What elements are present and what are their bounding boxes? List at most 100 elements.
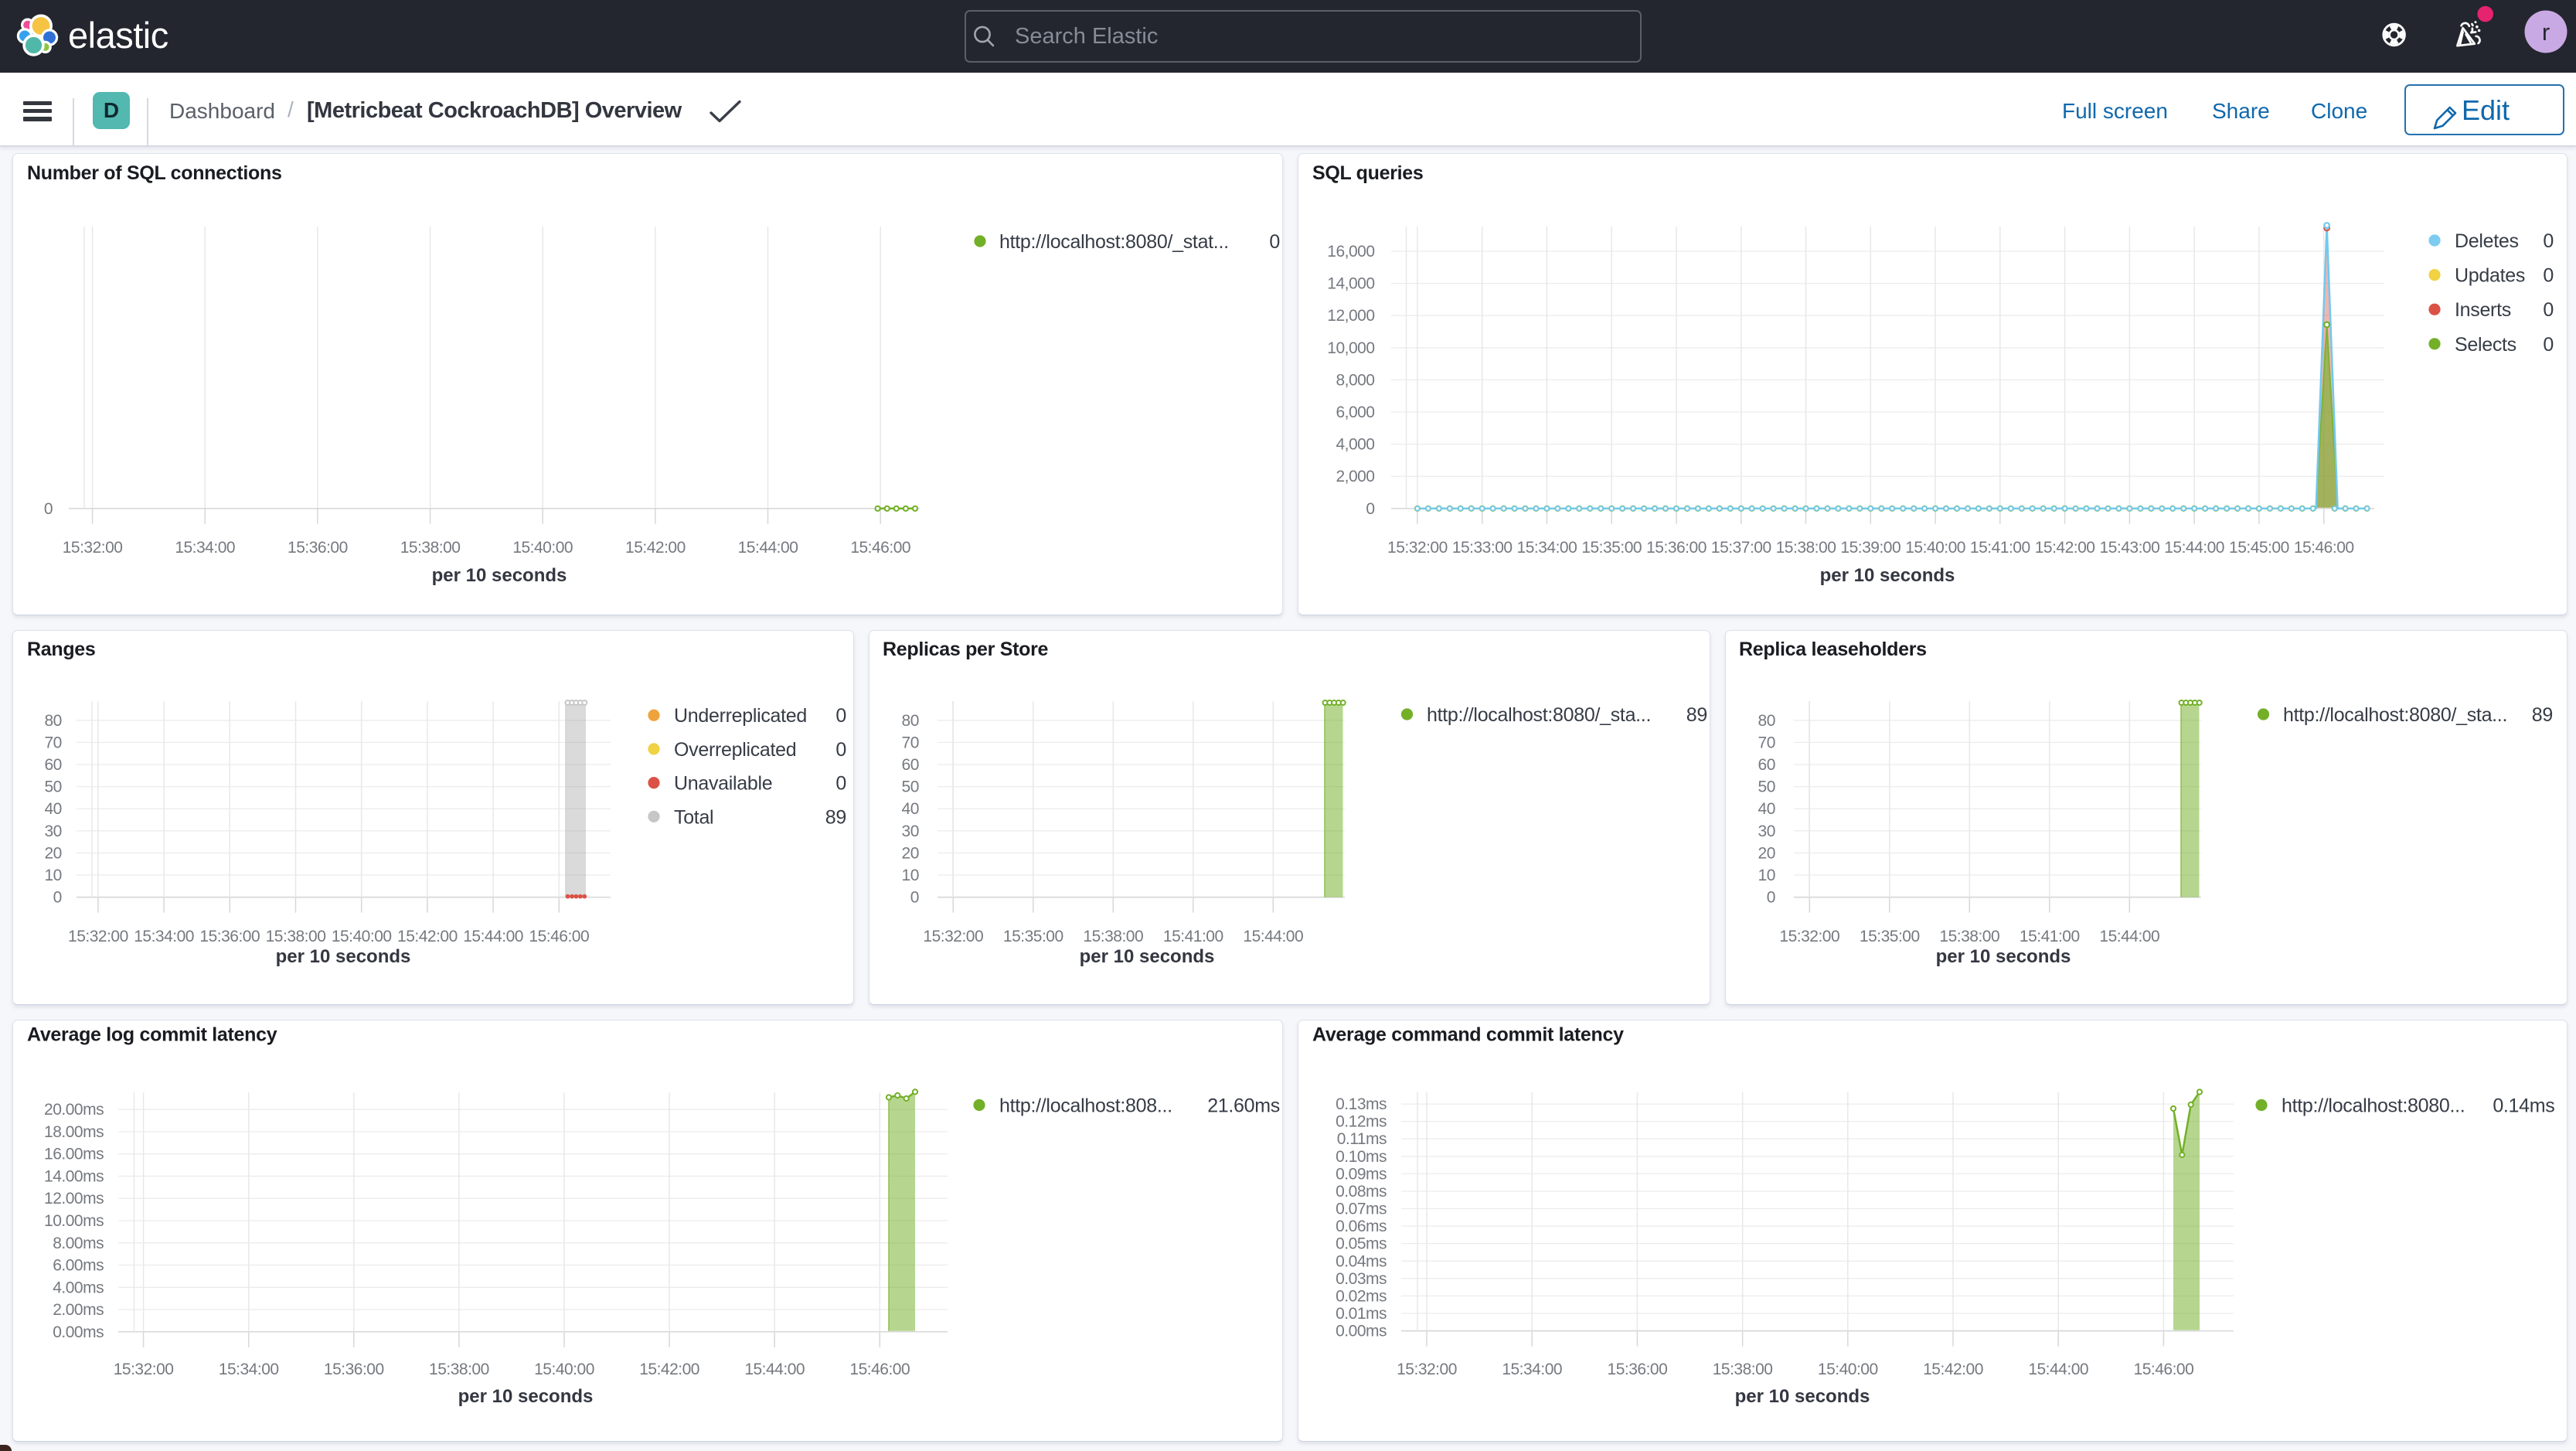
svg-text:50: 50 (44, 778, 61, 796)
svg-text:30: 30 (902, 823, 919, 840)
svg-text:15:40:00: 15:40:00 (1905, 539, 1965, 557)
svg-text:15:41:00: 15:41:00 (1163, 928, 1223, 945)
svg-text:15:36:00: 15:36:00 (1608, 1361, 1668, 1378)
svg-text:15:36:00: 15:36:00 (1646, 539, 1707, 557)
svg-text:http://localhost:8080/_sta...: http://localhost:8080/_sta... (1427, 704, 1651, 726)
svg-text:20: 20 (902, 844, 919, 862)
svg-text:89: 89 (1686, 704, 1707, 726)
svg-text:70: 70 (902, 734, 919, 751)
svg-text:per 10 seconds: per 10 seconds (432, 565, 567, 586)
svg-text:15:44:00: 15:44:00 (1243, 928, 1303, 945)
svg-text:Underreplicated: Underreplicated (674, 705, 807, 727)
svg-text:30: 30 (1758, 823, 1775, 840)
svg-text:15:46:00: 15:46:00 (529, 928, 589, 945)
svg-text:15:36:00: 15:36:00 (324, 1361, 384, 1378)
svg-text:Overreplicated: Overreplicated (674, 739, 796, 761)
svg-text:15:38:00: 15:38:00 (429, 1361, 489, 1378)
svg-text:SQL queries: SQL queries (1312, 162, 1424, 184)
svg-text:6.00ms: 6.00ms (53, 1257, 104, 1275)
svg-text:Average command commit latency: Average command commit latency (1312, 1024, 1624, 1046)
svg-text:15:40:00: 15:40:00 (534, 1361, 594, 1378)
svg-text:8.00ms: 8.00ms (53, 1235, 104, 1252)
svg-text:15:32:00: 15:32:00 (114, 1361, 174, 1378)
svg-text:http://localhost:8080...: http://localhost:8080... (2282, 1095, 2465, 1117)
svg-text:15:34:00: 15:34:00 (134, 928, 194, 945)
svg-text:Deletes: Deletes (2455, 230, 2519, 252)
svg-text:http://localhost:8080/_stat...: http://localhost:8080/_stat... (999, 231, 1229, 253)
svg-text:15:38:00: 15:38:00 (400, 539, 461, 557)
svg-text:15:34:00: 15:34:00 (1502, 1361, 1562, 1378)
svg-text:Total: Total (674, 806, 713, 828)
svg-text:10: 10 (1758, 867, 1775, 884)
svg-text:14,000: 14,000 (1327, 275, 1374, 293)
svg-text:10.00ms: 10.00ms (44, 1212, 104, 1230)
svg-text:20: 20 (44, 844, 61, 862)
svg-text:15:34:00: 15:34:00 (175, 539, 235, 557)
svg-text:0.07ms: 0.07ms (1336, 1201, 1387, 1218)
svg-text:15:46:00: 15:46:00 (850, 539, 910, 557)
svg-text:0: 0 (2543, 299, 2554, 321)
svg-text:15:32:00: 15:32:00 (1779, 928, 1839, 945)
svg-text:0: 0 (2543, 230, 2554, 252)
svg-text:15:38:00: 15:38:00 (1083, 928, 1143, 945)
svg-text:60: 60 (44, 756, 61, 774)
svg-text:15:40:00: 15:40:00 (1818, 1361, 1878, 1378)
svg-text:2.00ms: 2.00ms (53, 1301, 104, 1319)
svg-text:50: 50 (902, 778, 919, 796)
svg-text:40: 40 (44, 800, 61, 818)
svg-text:0.00ms: 0.00ms (53, 1323, 104, 1341)
svg-text:0: 0 (1767, 889, 1775, 907)
svg-text:http://localhost:808...: http://localhost:808... (999, 1095, 1172, 1117)
svg-text:4.00ms: 4.00ms (53, 1279, 104, 1296)
svg-text:0: 0 (835, 773, 846, 795)
svg-text:15:44:00: 15:44:00 (2028, 1361, 2088, 1378)
svg-text:0.14ms: 0.14ms (2493, 1095, 2554, 1117)
svg-text:15:44:00: 15:44:00 (463, 928, 523, 945)
svg-text:21.60ms: 21.60ms (1207, 1095, 1280, 1117)
svg-text:Ranges: Ranges (27, 639, 96, 660)
svg-text:15:34:00: 15:34:00 (1517, 539, 1577, 557)
svg-text:15:32:00: 15:32:00 (1387, 539, 1448, 557)
svg-text:15:38:00: 15:38:00 (1776, 539, 1836, 557)
svg-text:15:38:00: 15:38:00 (1713, 1361, 1773, 1378)
svg-text:15:44:00: 15:44:00 (2099, 928, 2159, 945)
svg-text:http://localhost:8080/_sta...: http://localhost:8080/_sta... (2283, 704, 2507, 726)
svg-text:15:33:00: 15:33:00 (1452, 539, 1513, 557)
svg-text:per 10 seconds: per 10 seconds (276, 946, 411, 967)
svg-text:10: 10 (44, 867, 61, 884)
svg-text:0: 0 (910, 889, 919, 907)
svg-text:Unavailable: Unavailable (674, 773, 772, 795)
svg-text:8,000: 8,000 (1336, 371, 1374, 389)
svg-text:0.11ms: 0.11ms (1337, 1130, 1387, 1148)
svg-text:per 10 seconds: per 10 seconds (1936, 946, 2071, 967)
svg-text:40: 40 (902, 800, 919, 818)
svg-text:80: 80 (44, 712, 61, 730)
svg-text:10: 10 (902, 867, 919, 884)
svg-text:16.00ms: 16.00ms (44, 1146, 104, 1163)
svg-text:per 10 seconds: per 10 seconds (458, 1386, 594, 1407)
svg-text:70: 70 (1758, 734, 1775, 751)
svg-text:15:35:00: 15:35:00 (1860, 928, 1920, 945)
svg-text:15:40:00: 15:40:00 (512, 539, 573, 557)
svg-text:0.13ms: 0.13ms (1336, 1095, 1387, 1113)
svg-text:6,000: 6,000 (1336, 404, 1374, 421)
svg-text:15:45:00: 15:45:00 (2229, 539, 2289, 557)
svg-text:40: 40 (1758, 800, 1775, 818)
svg-text:0.04ms: 0.04ms (1336, 1252, 1387, 1270)
svg-text:0.05ms: 0.05ms (1336, 1235, 1387, 1253)
svg-text:15:46:00: 15:46:00 (849, 1361, 910, 1378)
svg-text:per 10 seconds: per 10 seconds (1820, 565, 1955, 586)
svg-text:0: 0 (835, 705, 846, 727)
svg-text:r: r (2542, 19, 2550, 46)
svg-text:80: 80 (902, 712, 919, 730)
svg-text:Inserts: Inserts (2455, 299, 2511, 321)
svg-text:15:38:00: 15:38:00 (1939, 928, 1999, 945)
svg-text:80: 80 (1758, 712, 1775, 730)
svg-text:15:32:00: 15:32:00 (923, 928, 983, 945)
svg-text:15:39:00: 15:39:00 (1840, 539, 1901, 557)
svg-text:0: 0 (1269, 231, 1280, 253)
svg-text:0: 0 (53, 889, 62, 907)
svg-text:15:38:00: 15:38:00 (266, 928, 326, 945)
svg-text:15:35:00: 15:35:00 (1581, 539, 1642, 557)
svg-text:15:42:00: 15:42:00 (1923, 1361, 1983, 1378)
